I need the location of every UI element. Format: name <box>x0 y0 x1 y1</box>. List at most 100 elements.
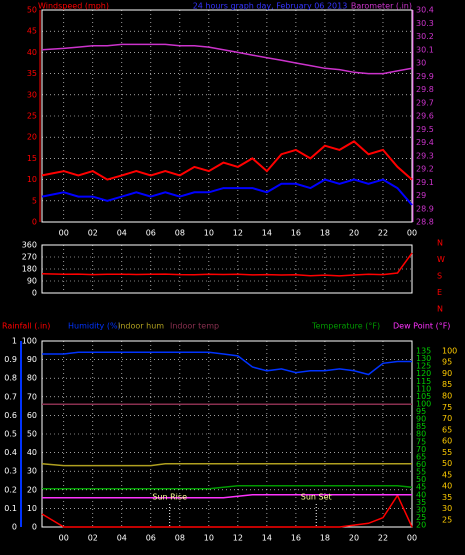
y-tick-label: 0.1 <box>4 504 17 513</box>
x-tick-label: 02 <box>88 534 98 543</box>
y2-tick-label: 80 <box>27 374 37 383</box>
series-line <box>42 484 413 490</box>
y2-tick-label: 100 <box>22 337 37 346</box>
y-tick-label: 20 <box>27 133 37 142</box>
y3-tick-label: 55 <box>416 468 426 477</box>
y4-tick-label: 55 <box>442 448 452 457</box>
legend-label: Indoor hum <box>118 322 164 331</box>
y4-tick-label: 30 <box>442 504 452 513</box>
compass-label: N <box>437 239 443 248</box>
chart-title: 24 hours graph day, February 06 2013 <box>193 2 348 11</box>
y-tick-label: 0.9 <box>4 355 17 364</box>
y-tick-label: 360 <box>22 241 37 250</box>
legend-label: Rainfall (.in) <box>2 322 50 331</box>
legend-label: Indoor temp <box>170 322 219 331</box>
legend-label: Temperature (°F) <box>311 322 380 331</box>
y3-tick-label: 65 <box>416 452 426 461</box>
x-tick-label: 10 <box>204 534 214 543</box>
y2-tick-label: 40 <box>27 448 37 457</box>
y-tick-label: 0.5 <box>4 430 17 439</box>
y2-tick-label: 29.9 <box>416 72 434 81</box>
y3-tick-label: 40 <box>416 490 426 499</box>
y-tick-label: 5 <box>32 196 37 205</box>
y-tick-label: 0.2 <box>4 485 17 494</box>
y-tick-label: 0.6 <box>4 411 17 420</box>
y3-tick-label: 60 <box>416 460 426 469</box>
y4-tick-label: 25 <box>442 516 452 525</box>
y-tick-label: 30 <box>27 90 37 99</box>
x-tick-label: 12 <box>233 229 243 238</box>
series-line <box>42 494 412 499</box>
y-tick-label: 15 <box>27 154 37 163</box>
y2-tick-label: 70 <box>27 392 37 401</box>
y3-tick-label: 80 <box>416 430 426 439</box>
y2-tick-label: 30 <box>416 59 426 68</box>
series-line <box>41 493 413 528</box>
y3-tick-label: 110 <box>416 384 431 393</box>
y2-tick-label: 29.1 <box>416 178 434 187</box>
y2-tick-label: 29.8 <box>416 85 434 94</box>
legend-label: Dew Point (°F) <box>393 322 450 331</box>
y-tick-label: 270 <box>22 253 37 262</box>
y-axis-title: Windspeed (mph) <box>38 2 109 11</box>
y3-tick-label: 30 <box>416 505 426 514</box>
x-tick-label: 00 <box>59 229 69 238</box>
y-tick-label: 50 <box>27 6 37 15</box>
y2-tick-label: 29.6 <box>416 112 434 121</box>
series-line <box>41 463 412 467</box>
y-tick-label: 0.4 <box>4 448 17 457</box>
x-tick-label: 02 <box>88 229 98 238</box>
y-tick-label: 0.7 <box>4 392 17 401</box>
series-line <box>41 178 413 206</box>
y2-tick-label: 28.9 <box>416 204 434 213</box>
x-tick-label: 04 <box>117 534 127 543</box>
x-tick-label: 04 <box>117 229 127 238</box>
x-tick-label: 00 <box>59 534 69 543</box>
y3-tick-label: 20 <box>416 521 426 530</box>
x-tick-label: 22 <box>378 229 388 238</box>
y2-tick-label: 0 <box>32 523 37 532</box>
y-tick-label: 0 <box>32 289 37 298</box>
compass-label: N <box>437 305 443 314</box>
y2-tick-label: 90 <box>27 355 37 364</box>
y2-tick-label: 29.3 <box>416 151 434 160</box>
y4-tick-label: 60 <box>442 437 452 446</box>
series-line <box>41 140 413 181</box>
y3-tick-label: 70 <box>416 445 426 454</box>
y-tick-label: 0 <box>12 523 17 532</box>
y4-tick-label: 35 <box>442 493 452 502</box>
x-tick-label: 16 <box>291 229 301 238</box>
y-tick-label: 25 <box>27 112 37 121</box>
y-tick-label: 180 <box>22 265 37 274</box>
y3-tick-label: 85 <box>416 422 426 431</box>
y-tick-label: 0.3 <box>4 467 17 476</box>
y2-tick-label: 30.2 <box>416 32 434 41</box>
y3-tick-label: 50 <box>416 475 426 484</box>
legend-label: Humidity (%) <box>68 322 121 331</box>
y2-tick-label: 29 <box>416 191 426 200</box>
y2-tick-label: 30.1 <box>416 45 434 54</box>
y-tick-label: 90 <box>27 277 37 286</box>
y4-tick-label: 80 <box>442 392 452 401</box>
x-tick-label: 00 <box>407 534 417 543</box>
y2-tick-label: 50 <box>27 430 37 439</box>
y-tick-label: 1 <box>12 337 17 346</box>
y2-tick-label: 10 <box>27 504 37 513</box>
y2-tick-label: 29.2 <box>416 165 434 174</box>
y2-tick-label: 30.3 <box>416 19 434 28</box>
y3-tick-label: 35 <box>416 498 426 507</box>
y4-tick-label: 85 <box>442 380 452 389</box>
y-tick-label: 10 <box>27 175 37 184</box>
y2-tick-label: 30.4 <box>416 6 434 15</box>
y2-tick-label: 30 <box>27 467 37 476</box>
x-tick-label: 12 <box>233 534 243 543</box>
y2-tick-label: 28.8 <box>416 218 434 227</box>
y4-tick-label: 45 <box>442 470 452 479</box>
y-tick-label: 45 <box>27 27 37 36</box>
y4-tick-label: 40 <box>442 482 452 491</box>
y2-axis-title: Barometer (.in) <box>351 2 412 11</box>
y4-tick-label: 90 <box>442 369 452 378</box>
x-tick-label: 20 <box>349 229 359 238</box>
y4-tick-label: 95 <box>442 358 452 367</box>
